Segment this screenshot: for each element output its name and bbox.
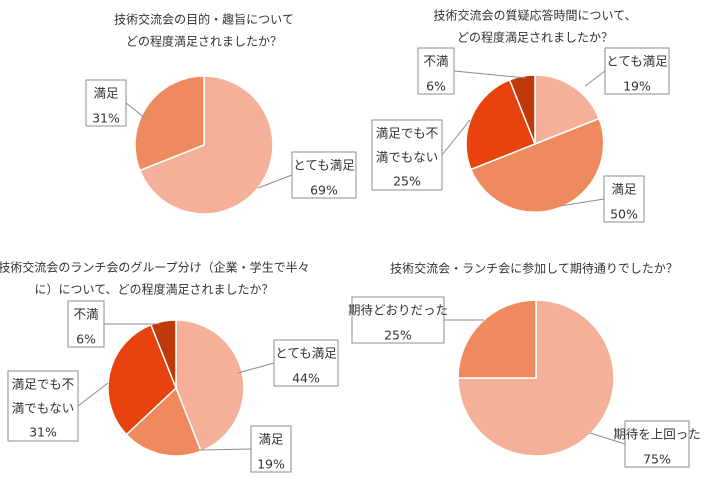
label-box [291, 151, 357, 199]
slice-label: とても満足 69% [257, 151, 357, 199]
label-box [67, 300, 105, 348]
slice-name: とても満足 [275, 346, 337, 361]
slice-name: 満でもない [12, 401, 75, 416]
slice-name: とても満足 [293, 158, 355, 173]
slice-label: 不満 6% [417, 47, 527, 95]
slice-label: とても満足 44% [237, 339, 339, 387]
slice-percent: 75% [643, 452, 671, 467]
leader-line [559, 198, 605, 207]
chart-title: 技術交流会の目的・趣旨について [114, 12, 294, 27]
pie-slice [149, 319, 177, 389]
leader-line [199, 448, 252, 451]
pie-slice [175, 319, 245, 453]
slice-percent: 6% [426, 79, 446, 94]
slice-percent: 31% [92, 111, 120, 126]
pie-slice [469, 117, 605, 214]
leader-line [257, 174, 293, 189]
label-box [624, 420, 690, 468]
slice-percent: 6% [76, 332, 96, 347]
pie-slice [534, 74, 601, 146]
slice-label: 不満 6% [67, 300, 160, 348]
leader-line [125, 102, 146, 119]
label-box [417, 47, 455, 95]
label-box [371, 119, 443, 191]
leader-line [237, 362, 275, 374]
slice-percent: 25% [393, 174, 421, 189]
pie-slice [138, 75, 274, 215]
chart-title: どの程度満足されましたか？ [457, 30, 613, 45]
slice-percent: 44% [292, 371, 320, 386]
chart-title: どの程度満足されましたか？ [126, 34, 282, 49]
slice-label: 期待どおりだった 25% [348, 296, 484, 344]
leader-line [453, 70, 527, 79]
pie-chart-2: 技術交流会の質疑応答時間について、どの程度満足されましたか？ とても満足 19% 満足… [371, 8, 670, 223]
leader-line [589, 432, 626, 445]
pie-slice [508, 74, 536, 145]
leader-line [77, 382, 109, 407]
slice-percent: 25% [384, 328, 412, 343]
leader-line [584, 70, 606, 87]
slice-name: 期待どおりだった [348, 303, 448, 318]
slice-name: 満足 [258, 432, 284, 447]
slice-name: 不満 [423, 54, 448, 69]
slice-label: 満足 31% [85, 79, 146, 127]
chart-title: 技術交流会・ランチ会に参加して期待通りでしたか？ [390, 261, 678, 276]
pie-slice [457, 299, 537, 379]
slice-name: とても満足 [606, 54, 668, 69]
pie-chart-3: 技術交流会のランチ会のグループ分け（企業・学生で半々に）について、どの程度満足さ… [0, 260, 339, 473]
slice-percent: 50% [610, 207, 638, 222]
slice-name: 満足でも不 [12, 377, 75, 392]
label-box [250, 425, 292, 473]
chart-title: 技術交流会のランチ会のグループ分け（企業・学生で半々 [0, 260, 310, 275]
chart-title: 技術交流会の質疑応答時間について、 [433, 8, 636, 23]
slice-percent: 19% [623, 79, 651, 94]
label-box [273, 339, 339, 387]
slice-label: 期待を上回った 75% [589, 420, 701, 468]
slice-name: 満足でも不 [376, 126, 439, 141]
pie-slice [134, 75, 205, 172]
slice-name: 満足 [93, 86, 119, 101]
slice-percent: 31% [29, 425, 57, 440]
slice-label: 満足 19% [199, 425, 292, 473]
label-box [351, 296, 445, 344]
slice-name: 満足 [611, 182, 637, 197]
slice-percent: 19% [257, 457, 285, 472]
pie-slice [107, 323, 177, 436]
label-box [603, 175, 645, 223]
slice-label: 満足 50% [559, 175, 645, 223]
slice-name: 満でもない [376, 150, 439, 165]
slice-label: とても満足 19% [584, 47, 670, 95]
label-box [7, 370, 79, 442]
leader-line [441, 119, 471, 156]
label-box [604, 47, 670, 95]
label-box [85, 79, 127, 127]
slice-name: 期待を上回った [613, 427, 701, 442]
slice-percent: 69% [310, 183, 338, 198]
pie-chart-4: 技術交流会・ランチ会に参加して期待通りでしたか？ 期待を上回った 75% 期待どおりだ… [348, 261, 701, 468]
pie-slice [125, 386, 203, 457]
slice-name: 不満 [73, 307, 98, 322]
chart-title: に）について、どの程度満足されましたか？ [34, 282, 273, 297]
